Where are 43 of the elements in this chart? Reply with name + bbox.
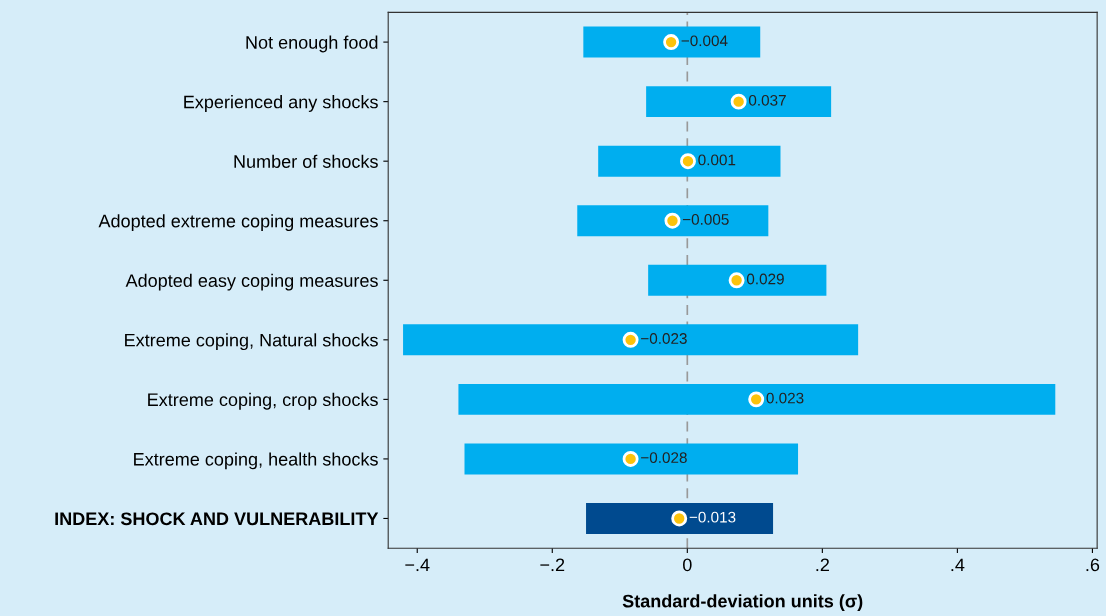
x-tick-label: 0 (683, 558, 692, 572)
bar (598, 145, 781, 177)
point (664, 212, 681, 229)
annotation: −0.005 (682, 214, 729, 225)
point (728, 272, 745, 289)
point (730, 93, 747, 110)
bar (646, 86, 832, 118)
bar (583, 26, 761, 58)
x-tick-label: −.4 (405, 558, 430, 572)
bar (577, 205, 769, 237)
y-tick-label: Number of shocks (234, 154, 378, 168)
y-tick-label: INDEX: SHOCK AND VULNERABILITY (55, 512, 379, 526)
x-tick-label: .6 (1086, 558, 1100, 572)
point (680, 153, 696, 170)
point (671, 510, 688, 527)
y-tick-label: Extreme coping, health shocks (134, 452, 378, 470)
bar (458, 383, 1056, 415)
bar (464, 443, 799, 475)
point (622, 450, 639, 467)
y-tick-label: Adopted easy coping measures (125, 273, 378, 291)
annotation: −0.004 (681, 35, 728, 47)
x-axis-title: Standard-deviation units (σ) (622, 594, 863, 612)
annotation: −0.028 (641, 452, 687, 464)
x-tick-label: .2 (816, 558, 829, 572)
bar (586, 502, 774, 534)
point (622, 331, 639, 348)
annotation: −0.023 (641, 333, 687, 344)
bar (648, 264, 827, 296)
y-tick-label: Extreme coping, crop shocks (148, 392, 378, 410)
y-tick-label: Experienced any shocks (184, 95, 378, 112)
point (663, 34, 680, 51)
annotation: 0.023 (766, 392, 804, 404)
annotation: 0.029 (746, 273, 784, 285)
y-tick-label: Adopted extreme coping measures (98, 214, 378, 232)
point (748, 391, 765, 408)
x-tick-label: .4 (951, 558, 965, 572)
annotation: 0.001 (698, 154, 736, 166)
annotation: −0.013 (689, 511, 736, 523)
annotation: 0.037 (748, 94, 786, 106)
y-tick-label: Extreme coping, Natural shocks (125, 333, 378, 351)
bar (403, 324, 859, 356)
y-tick-label: Not enough food (246, 35, 378, 53)
x-tick-label: −.2 (540, 558, 565, 572)
